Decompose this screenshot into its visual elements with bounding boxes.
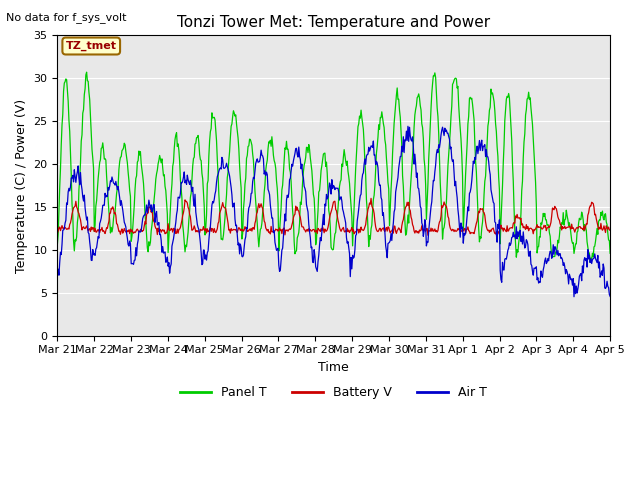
Air T [404,123,412,129]
Battery V [54,230,61,236]
Panel T [418,121,426,127]
Battery V [418,223,426,228]
Battery V [120,226,128,231]
Air T [206,228,214,234]
Battery V [206,227,214,233]
Air T [570,294,578,300]
Y-axis label: Temperature (C) / Power (V): Temperature (C) / Power (V) [15,98,28,273]
Panel T [54,241,61,247]
Battery V [63,226,71,232]
Battery V [606,228,614,233]
Panel T [83,69,90,75]
Air T [120,219,128,225]
Battery V [177,225,184,230]
Line: Battery V: Battery V [58,198,610,235]
Panel T [606,251,614,256]
Text: No data for f_sys_volt: No data for f_sys_volt [6,12,127,23]
Panel T [207,129,214,134]
Panel T [177,186,185,192]
Air T [63,202,71,207]
Panel T [121,142,129,148]
Text: TZ_tmet: TZ_tmet [66,41,116,51]
Title: Tonzi Tower Met: Temperature and Power: Tonzi Tower Met: Temperature and Power [177,15,490,30]
Air T [606,293,614,299]
Air T [177,191,184,196]
Line: Air T: Air T [58,126,610,297]
Air T [54,272,61,278]
Battery V [367,195,375,201]
X-axis label: Time: Time [318,361,349,374]
Battery V [424,232,432,238]
Legend: Panel T, Battery V, Air T: Panel T, Battery V, Air T [175,382,492,405]
Battery V [402,204,410,210]
Panel T [586,260,594,265]
Panel T [402,232,410,238]
Line: Panel T: Panel T [58,72,610,263]
Panel T [63,87,71,93]
Air T [418,220,426,226]
Air T [401,137,409,143]
